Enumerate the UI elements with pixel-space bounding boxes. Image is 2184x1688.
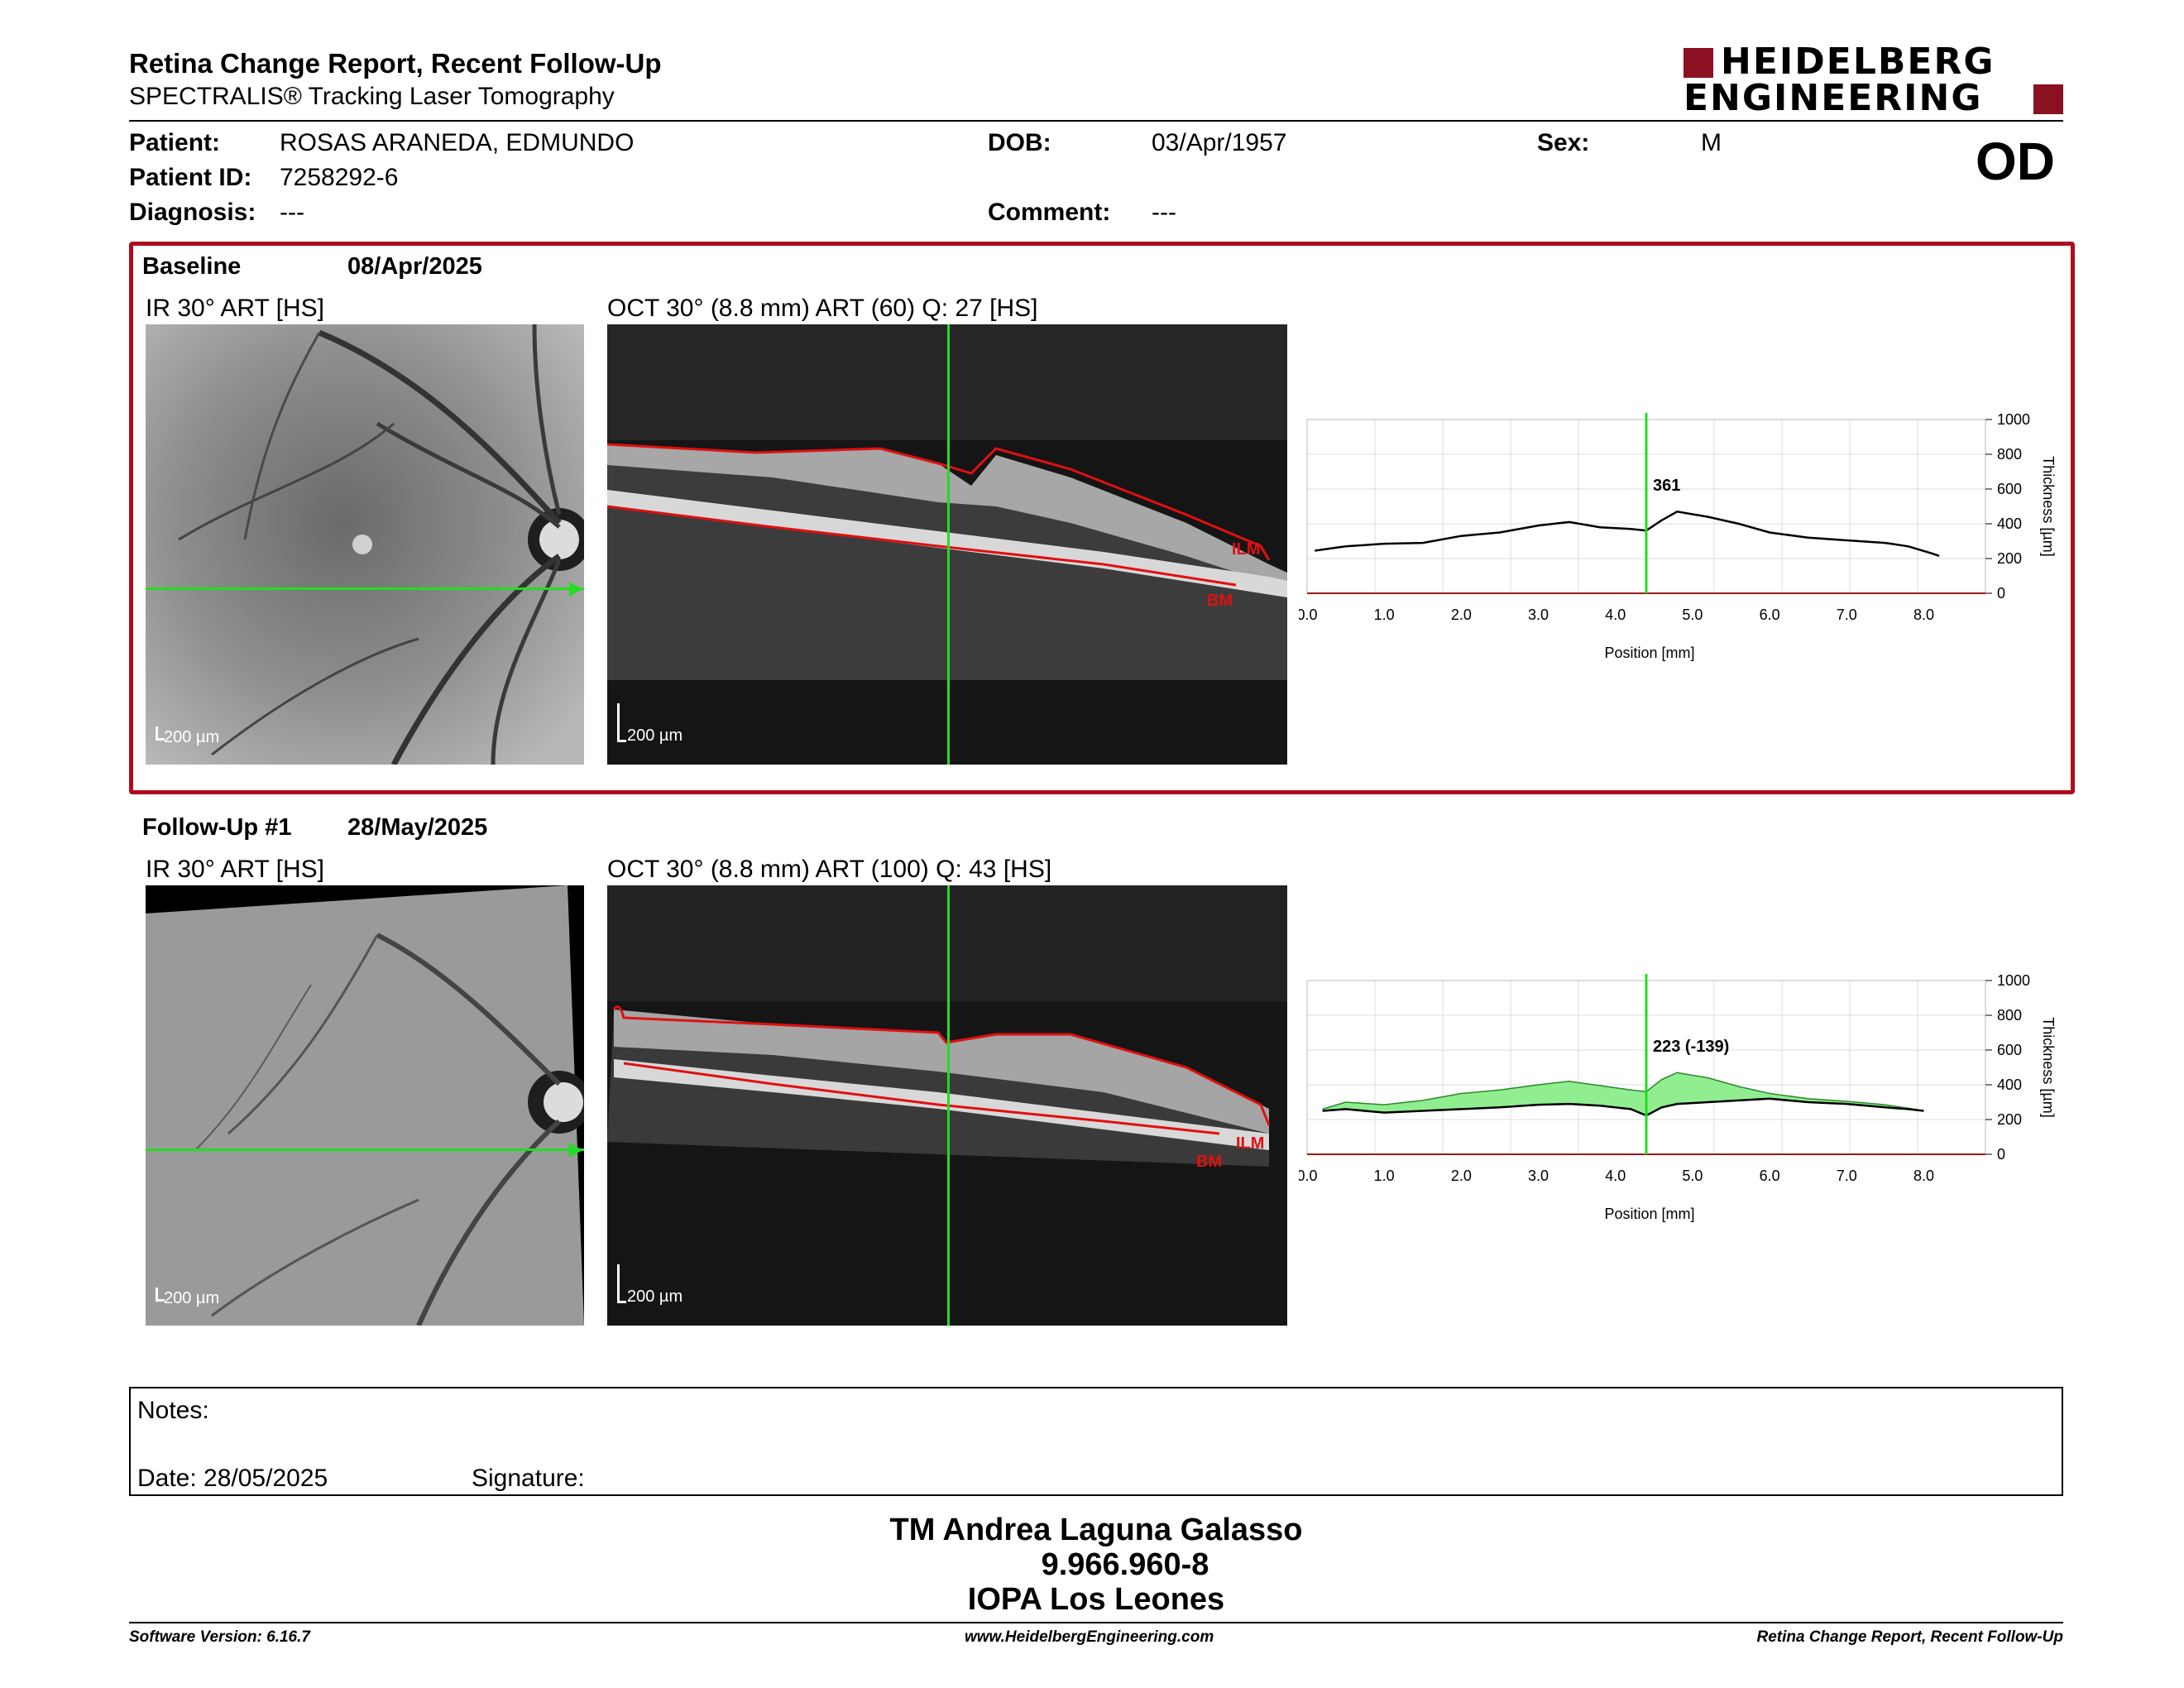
patient-name: ROSAS ARANEDA, EDMUNDO xyxy=(280,129,635,156)
y-tick-label: 600 xyxy=(1997,1042,2022,1058)
x-tick-label: 0.0 xyxy=(1299,1168,1318,1184)
x-tick-label: 7.0 xyxy=(1837,1168,1857,1184)
baseline-bm-label: BM xyxy=(1207,592,1233,610)
baseline-oct-title: OCT 30° (8.8 mm) ART (60) Q: 27 [HS] xyxy=(607,295,1038,322)
sex-value: M xyxy=(1701,129,1722,156)
x-tick-label: 5.0 xyxy=(1682,1168,1703,1184)
comment-label: Comment: xyxy=(988,199,1111,226)
followup-date: 28/May/2025 xyxy=(347,814,488,841)
baseline-ir-title: IR 30° ART [HS] xyxy=(146,295,324,322)
x-tick-label: 6.0 xyxy=(1760,607,1780,623)
x-tick-label: 6.0 xyxy=(1760,1168,1780,1184)
scale-bar-icon xyxy=(156,1288,165,1302)
software-version: Software Version: 6.16.7 xyxy=(129,1628,310,1646)
notes-box: Notes: Date: 28/05/2025 Signature: xyxy=(129,1387,2063,1496)
sex-label: Sex: xyxy=(1537,129,1590,156)
report-title: Retina Change Report, Recent Follow-Up xyxy=(129,48,662,79)
baseline-date: 08/Apr/2025 xyxy=(347,253,482,280)
y-tick-label: 200 xyxy=(1997,550,2022,567)
y-tick-label: 1000 xyxy=(1997,972,2030,989)
baseline-oct-scale: 200 µm xyxy=(627,727,683,745)
scale-bar-icon xyxy=(617,1264,626,1303)
y-tick-label: 600 xyxy=(1997,481,2022,497)
thickness-line xyxy=(1315,510,1940,558)
followup-oct-scale: 200 µm xyxy=(627,1288,683,1306)
y-tick-label: 0 xyxy=(1997,1146,2005,1163)
baseline-ir-fundus-image: 200 µm xyxy=(146,324,584,765)
baseline-oct-bscan-image: ILM BM 200 µm xyxy=(607,324,1287,765)
x-tick-label: 8.0 xyxy=(1913,607,1934,623)
signer-institution: IOPA Los Leones xyxy=(967,1582,1225,1617)
x-tick-label: 8.0 xyxy=(1913,1168,1934,1184)
arrow-right-icon xyxy=(569,582,582,597)
diagnosis-value: --- xyxy=(280,199,304,226)
y-axis-label: Thickness [µm] xyxy=(2040,1017,2057,1117)
followup-ir-scan-line xyxy=(146,1149,584,1151)
x-tick-label: 4.0 xyxy=(1605,607,1626,623)
followup-ir-fundus-image: 200 µm xyxy=(146,885,584,1326)
y-tick-label: 400 xyxy=(1997,516,2022,532)
signer-name: TM Andrea Laguna Galasso xyxy=(889,1513,1303,1547)
dob-value: 03/Apr/1957 xyxy=(1152,129,1287,156)
eye-indicator: OD xyxy=(1976,132,2055,191)
followup-ilm-label: ILM xyxy=(1236,1134,1264,1153)
baseline-ir-scan-line xyxy=(146,587,584,590)
followup-thickness-chart: 1000 800 600 400 200 0 0.0 1.0 2.0 3.0 4.0 5.0 6.0 7.… xyxy=(1299,972,2057,1222)
baseline-thickness-chart: 1000 800 600 400 200 0 0.0 1.0 2.0 3.0 4.0 5.0 6.0 7.… xyxy=(1299,411,2057,661)
followup-ir-title: IR 30° ART [HS] xyxy=(146,856,324,883)
report-subtitle: SPECTRALIS® Tracking Laser Tomography xyxy=(129,83,615,110)
followup-oct-bscan-image: ILM BM 200 µm xyxy=(607,885,1287,1326)
followup-label: Follow-Up #1 xyxy=(142,814,292,841)
thickness-change-area xyxy=(1322,1072,1924,1116)
followup-oct-title: OCT 30° (8.8 mm) ART (100) Q: 43 [HS] xyxy=(607,856,1052,883)
signature-label: Signature: xyxy=(472,1465,585,1492)
footer-report-name: Retina Change Report, Recent Follow-Up xyxy=(1756,1628,2063,1646)
x-tick-label: 0.0 xyxy=(1299,607,1318,623)
y-tick-label: 200 xyxy=(1997,1111,2022,1128)
y-tick-label: 800 xyxy=(1997,446,2022,463)
dob-label: DOB: xyxy=(988,129,1051,156)
baseline-oct-cursor-line xyxy=(947,324,950,765)
baseline-label: Baseline xyxy=(142,253,242,280)
x-tick-label: 3.0 xyxy=(1528,607,1549,623)
y-tick-label: 1000 xyxy=(1997,411,2030,428)
notes-label: Notes: xyxy=(137,1397,209,1424)
x-tick-label: 3.0 xyxy=(1528,1168,1549,1184)
diagnosis-label: Diagnosis: xyxy=(129,199,256,226)
y-axis-label: Thickness [µm] xyxy=(2040,456,2057,556)
y-tick-label: 800 xyxy=(1997,1007,2022,1024)
baseline-panel xyxy=(129,242,2075,794)
cursor-value-label: 361 xyxy=(1653,477,1680,495)
baseline-ir-scale: 200 µm xyxy=(164,728,220,746)
x-axis-label: Position [mm] xyxy=(1604,645,1694,661)
patient-label: Patient: xyxy=(129,129,221,156)
x-tick-label: 2.0 xyxy=(1451,607,1472,623)
scale-bar-icon xyxy=(156,727,165,741)
x-tick-label: 2.0 xyxy=(1451,1168,1472,1184)
x-tick-label: 7.0 xyxy=(1837,607,1857,623)
x-tick-label: 1.0 xyxy=(1374,1168,1395,1184)
x-tick-label: 5.0 xyxy=(1682,607,1703,623)
baseline-ilm-label: ILM xyxy=(1232,540,1260,559)
comment-value: --- xyxy=(1152,199,1176,226)
cursor-value-label: 223 (-139) xyxy=(1653,1038,1729,1056)
website-link[interactable]: www.HeidelbergEngineering.com xyxy=(965,1628,1214,1646)
followup-oct-cursor-line xyxy=(947,885,950,1326)
followup-ir-scale: 200 µm xyxy=(164,1289,220,1307)
arrow-right-icon xyxy=(569,1143,582,1158)
x-tick-label: 1.0 xyxy=(1374,607,1395,623)
x-tick-label: 4.0 xyxy=(1605,1168,1626,1184)
signer-id: 9.966.960-8 xyxy=(1041,1547,1209,1582)
notes-date: Date: 28/05/2025 xyxy=(137,1465,328,1492)
y-tick-label: 400 xyxy=(1997,1077,2022,1093)
patient-id: 7258292-6 xyxy=(280,164,399,191)
followup-bm-label: BM xyxy=(1196,1153,1222,1171)
x-axis-label: Position [mm] xyxy=(1604,1206,1694,1222)
patient-id-label: Patient ID: xyxy=(129,164,252,191)
y-tick-label: 0 xyxy=(1997,585,2005,602)
scale-bar-icon xyxy=(617,703,626,742)
